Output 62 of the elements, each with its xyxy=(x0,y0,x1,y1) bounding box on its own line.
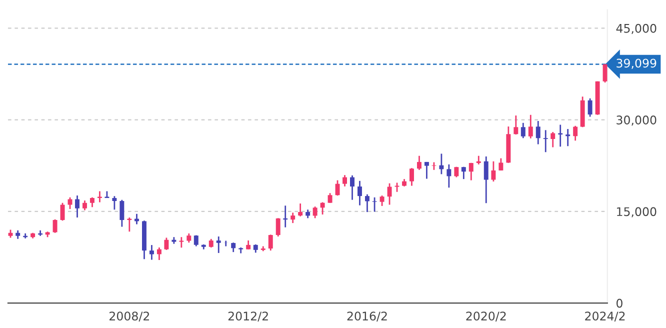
candlestick xyxy=(528,114,533,140)
candlestick xyxy=(380,194,384,207)
candlestick xyxy=(328,192,332,204)
candlestick xyxy=(543,129,548,153)
candlestick xyxy=(164,237,169,251)
candlestick xyxy=(156,246,162,261)
candlestick xyxy=(461,166,466,180)
candlestick xyxy=(320,202,325,216)
candlestick xyxy=(276,217,280,238)
candlestick xyxy=(342,174,347,188)
y-tick-label: 30,000 xyxy=(616,116,656,126)
x-tick-label: 2024/2 xyxy=(585,312,625,322)
candlestick xyxy=(468,162,474,181)
y-tick-label: 45,000 xyxy=(616,24,656,34)
y-tick-label: 0 xyxy=(616,298,622,308)
candlestick xyxy=(514,114,518,136)
candlestick xyxy=(372,196,377,212)
ref-line-label: 39,099 xyxy=(616,58,656,69)
x-tick-label: 2008/2 xyxy=(110,312,149,322)
candlestick xyxy=(536,120,540,145)
candlestick xyxy=(358,180,362,206)
candlestick xyxy=(231,242,236,253)
candlestick xyxy=(312,206,318,219)
candlestick xyxy=(268,234,273,252)
candlestick xyxy=(60,202,65,222)
candlestick xyxy=(290,212,296,224)
candlestick xyxy=(350,174,354,201)
candlestick xyxy=(68,196,72,210)
candlestick xyxy=(439,153,444,175)
x-tick-label: 2020/2 xyxy=(466,312,506,322)
candlestick xyxy=(588,98,592,118)
candlestick xyxy=(179,236,184,248)
candlestick xyxy=(566,128,570,147)
candlestick xyxy=(498,158,504,172)
candlestick xyxy=(298,202,303,218)
x-tick-label: 2016/2 xyxy=(347,312,387,322)
candlestick xyxy=(484,156,488,204)
x-tick-label: 2012/2 xyxy=(228,312,268,322)
candlestick xyxy=(52,218,58,234)
candlestick xyxy=(491,160,496,182)
y-tick-label: 15,000 xyxy=(617,207,656,218)
candlestick xyxy=(424,161,429,180)
candlestick xyxy=(364,194,370,213)
candlestick xyxy=(387,182,392,206)
candlestick xyxy=(416,155,422,171)
candlestick xyxy=(520,122,526,139)
candlestick xyxy=(394,182,400,193)
candlestick xyxy=(186,232,192,244)
candlestick xyxy=(602,64,608,84)
candlestick xyxy=(573,125,578,142)
candlestick xyxy=(446,164,452,188)
candlestick xyxy=(558,124,563,148)
candlestick xyxy=(335,180,340,196)
candlestick xyxy=(120,199,124,228)
candlestick xyxy=(90,196,94,208)
candlestick xyxy=(82,200,87,211)
candlestick xyxy=(550,131,556,148)
candlestick xyxy=(410,167,414,186)
candlestick xyxy=(75,194,80,218)
candlestick xyxy=(216,236,221,254)
candlestick xyxy=(149,244,154,260)
candlestick xyxy=(112,195,117,210)
